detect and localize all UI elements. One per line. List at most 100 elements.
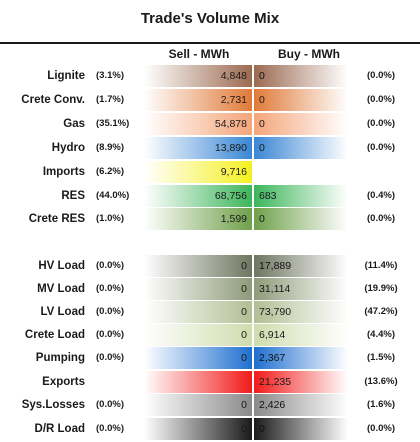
sell-percent: (0.0%) <box>96 423 124 434</box>
buy-value-cell: 0 <box>254 208 348 230</box>
buy-percent: (13.6%) <box>364 376 398 387</box>
sell-percent: (1.0%) <box>96 213 124 224</box>
table-row: Lignite (3.1%) 4,848 0 (0.0%) <box>0 65 420 87</box>
buy-value-cell: 2,367 <box>254 347 348 369</box>
row-label: Crete RES <box>28 213 85 225</box>
table-row: LV Load (0.0%) 0 73,790 (47.2%) <box>0 301 420 323</box>
buy-value-cell: 21,235 <box>254 371 348 393</box>
table-row: Pumping (0.0%) 0 2,367 (1.5%) <box>0 347 420 369</box>
row-label: Pumping <box>35 352 85 364</box>
sell-value-cell: 0 <box>144 418 252 440</box>
buy-percent: (1.6%) <box>367 399 395 410</box>
sell-value-cell: 13,890 <box>144 137 252 159</box>
sell-percent: (35.1%) <box>96 118 130 129</box>
sell-percent: (0.0%) <box>96 352 124 363</box>
table-row: D/R Load (0.0%) 0 0 (0.0%) <box>0 418 420 440</box>
sell-value-cell: 0 <box>144 301 252 323</box>
table-row: MV Load (0.0%) 0 31,114 (19.9%) <box>0 278 420 300</box>
sell-value-cell: 9,716 <box>144 161 252 183</box>
chart-title: Trade's Volume Mix <box>140 10 280 27</box>
buy-percent: (11.4%) <box>364 260 398 271</box>
row-label: RES <box>61 190 85 202</box>
sell-percent: (0.0%) <box>96 283 124 294</box>
sell-value-cell: 2,731 <box>144 89 252 111</box>
buy-percent: (0.4%) <box>367 190 395 201</box>
buy-value-cell: 0 <box>254 137 348 159</box>
row-label: MV Load <box>37 283 85 295</box>
row-label: Crete Load <box>24 329 85 341</box>
column-divider <box>253 208 254 230</box>
column-divider <box>253 324 254 346</box>
sell-percent: (44.0%) <box>96 190 130 201</box>
row-label: Crete Conv. <box>21 94 85 106</box>
column-divider <box>253 301 254 323</box>
sell-column-header: Sell - MWh <box>168 47 230 61</box>
sell-percent: (0.0%) <box>96 260 124 271</box>
buy-percent: (47.2%) <box>364 306 398 317</box>
table-row: RES (44.0%) 68,756 683 (0.4%) <box>0 185 420 207</box>
buy-value-cell: 0 <box>254 113 348 135</box>
column-divider <box>253 394 254 416</box>
buy-value-cell: 683 <box>254 185 348 207</box>
column-divider <box>253 371 254 393</box>
sell-percent: (6.2%) <box>96 166 124 177</box>
header-rule <box>0 42 420 44</box>
sell-percent: (0.0%) <box>96 399 124 410</box>
table-row: Imports (6.2%) 9,716 <box>0 161 420 183</box>
sell-value-cell: 68,756 <box>144 185 252 207</box>
buy-percent: (19.9%) <box>364 283 398 294</box>
table-row: HV Load (0.0%) 0 17,889 (11.4%) <box>0 255 420 277</box>
buy-column-header: Buy - MWh <box>278 47 340 61</box>
buy-percent: (0.0%) <box>367 70 395 81</box>
row-label: Gas <box>63 118 85 130</box>
buy-percent: (0.0%) <box>367 118 395 129</box>
row-label: Imports <box>42 166 85 178</box>
buy-value-cell <box>254 161 348 183</box>
column-divider <box>253 89 254 111</box>
column-divider <box>253 418 254 440</box>
sell-value-cell: 0 <box>144 324 252 346</box>
row-label: D/R Load <box>34 423 85 435</box>
table-row: Exports 21,235 (13.6%) <box>0 371 420 393</box>
sell-value-cell: 0 <box>144 394 252 416</box>
sell-value-cell: 1,599 <box>144 208 252 230</box>
column-divider <box>253 65 254 87</box>
buy-percent: (0.0%) <box>367 213 395 224</box>
sell-value-cell: 0 <box>144 255 252 277</box>
row-label: Hydro <box>51 142 85 154</box>
buy-percent: (0.0%) <box>367 94 395 105</box>
table-row: Crete Load (0.0%) 0 6,914 (4.4%) <box>0 324 420 346</box>
buy-value-cell: 0 <box>254 65 348 87</box>
buy-value-cell: 6,914 <box>254 324 348 346</box>
column-divider <box>253 278 254 300</box>
sell-percent: (3.1%) <box>96 70 124 81</box>
sell-percent: (1.7%) <box>96 94 124 105</box>
sell-value-cell: 0 <box>144 347 252 369</box>
column-divider <box>253 113 254 135</box>
sell-value-cell: 0 <box>144 278 252 300</box>
sell-value-cell: 54,878 <box>144 113 252 135</box>
table-row: Sys.Losses (0.0%) 0 2,426 (1.6%) <box>0 394 420 416</box>
buy-value-cell: 73,790 <box>254 301 348 323</box>
buy-value-cell: 31,114 <box>254 278 348 300</box>
table-row: Hydro (8.9%) 13,890 0 (0.0%) <box>0 137 420 159</box>
sell-value-cell <box>144 371 252 393</box>
column-divider <box>253 255 254 277</box>
buy-value-cell: 17,889 <box>254 255 348 277</box>
row-label: Exports <box>42 376 85 388</box>
column-divider <box>253 347 254 369</box>
column-divider <box>253 185 254 207</box>
buy-percent: (0.0%) <box>367 142 395 153</box>
buy-value-cell: 0 <box>254 89 348 111</box>
buy-percent: (4.4%) <box>367 329 395 340</box>
table-row: Gas (35.1%) 54,878 0 (0.0%) <box>0 113 420 135</box>
buy-value-cell: 0 <box>254 418 348 440</box>
row-label: LV Load <box>40 306 85 318</box>
buy-value-cell: 2,426 <box>254 394 348 416</box>
buy-percent: (1.5%) <box>367 352 395 363</box>
column-divider <box>253 137 254 159</box>
row-label: Lignite <box>47 70 85 82</box>
sell-percent: (0.0%) <box>96 306 124 317</box>
table-row: Crete Conv. (1.7%) 2,731 0 (0.0%) <box>0 89 420 111</box>
